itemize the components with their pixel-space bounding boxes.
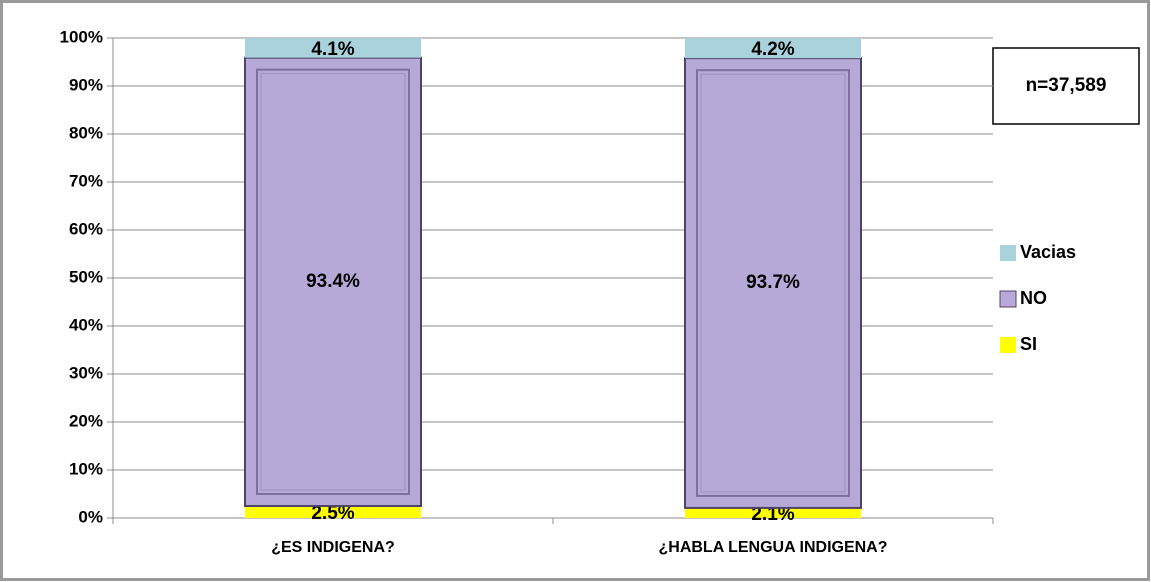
y-tick-label: 40% [69,315,103,334]
bar-bevel [260,73,406,491]
data-label: 93.4% [306,271,360,292]
data-label: 93.7% [746,272,800,293]
bar-segment [244,56,422,508]
bar-segment [685,507,861,518]
legend-swatch [999,290,1017,308]
legend-swatch [1000,245,1016,261]
bar-bevel [256,68,410,496]
bar-segment [685,38,861,59]
legend-label: SI [1020,334,1037,354]
y-tick-label: 70% [69,171,103,190]
legend-label: Vacias [1020,242,1076,262]
bar-segment [684,57,862,509]
bar-segment [245,506,421,518]
bar-bevel [696,69,850,497]
annotation-box [992,47,1140,125]
y-tick-label: 20% [69,411,103,430]
data-label: 4.1% [311,39,354,60]
x-tick-label: ¿ES INDIGENA? [271,539,395,556]
data-label: 2.5% [311,503,354,524]
bar-segment [245,38,421,58]
y-tick-label: 0% [78,507,103,526]
y-tick-label: 50% [69,267,103,286]
y-tick-label: 10% [69,459,103,478]
y-tick-label: 90% [69,75,103,94]
bar-bevel [700,73,846,493]
y-tick-label: 80% [69,123,103,142]
x-tick-label: ¿HABLA LENGUA INDIGENA? [658,539,887,556]
y-tick-label: 60% [69,219,103,238]
annotation: n=37,589 [1026,75,1107,96]
data-label: 4.2% [751,39,794,60]
data-label: 2.1% [751,504,794,525]
legend-label: NO [1020,288,1047,308]
y-tick-label: 100% [60,27,103,46]
legend-swatch [1000,337,1016,353]
y-tick-label: 30% [69,363,103,382]
